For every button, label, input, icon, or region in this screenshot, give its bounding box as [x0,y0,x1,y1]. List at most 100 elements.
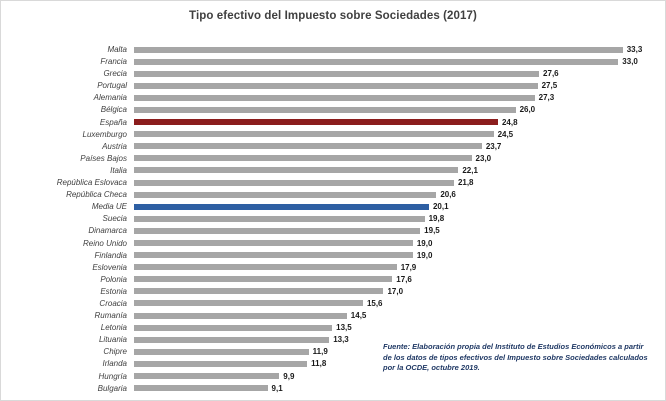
bar [134,58,619,65]
bar-row: Bélgica 26,0 [7,104,655,115]
value-label: 27,5 [541,81,558,91]
value-label: 20,6 [440,190,456,200]
bar-track: 14,5 [134,310,655,321]
value-label: 13,3 [333,335,349,345]
bar-row: Eslovenia 17,9 [7,262,655,273]
bar-row: Irlanda 11,8 [7,358,655,369]
category-label: Eslovenia [92,262,127,272]
value-label: 19,0 [416,250,433,260]
source-note: Fuente: Elaboración propia del Instituto… [383,342,648,372]
bar-track: 9,1 [134,383,655,394]
value-label: 20,1 [432,202,449,212]
bar-track: 27,3 [134,92,655,103]
value-label: 33,3 [626,45,643,54]
bar-track: 19,8 [134,213,655,224]
bar [134,191,437,198]
bar-track: 27,5 [134,80,655,91]
category-label: Países Bajos [80,153,127,163]
bar-track: 19,5 [134,225,655,236]
bar [134,131,494,138]
bar-track: 20,6 [134,189,655,200]
bar-row: Bulgaria 9,1 [7,383,655,394]
value-label: 27,3 [538,93,555,103]
category-label: Dinamarca [88,226,127,236]
category-label: Croacia [99,298,127,308]
bar-row: Polonia 17,6 [7,274,655,285]
bar [134,240,413,246]
bar [134,288,384,295]
bar-row: España 24,8 [7,117,655,128]
bar-track: 23,0 [134,153,655,164]
bar-track: 22,1 [134,165,655,176]
category-label: Italia [110,165,127,175]
bar-track: 17,0 [134,286,655,297]
value-label: 19,5 [424,226,440,236]
bar [134,70,540,77]
bar [134,215,425,222]
bar [134,385,268,392]
value-label: 26,0 [519,105,536,115]
bar-row: Estonia 17,0 [7,286,655,297]
bar-row: Media UE 20,1 [7,201,655,212]
bar-track: 9,9 [134,371,655,382]
bar-row: Letonia 13,5 [7,322,655,333]
value-label: 17,6 [396,274,412,284]
bar-track: 19,0 [134,250,655,261]
bar-row: República Eslovaca 21,8 [7,177,655,188]
bar-row: Francia 33,0 [7,56,655,67]
bar [134,203,429,210]
bar-chart: Malta 33,3 Francia 33,0 Grecia 27,6 Portugal 27… [7,44,655,394]
bar [134,360,308,367]
category-label: Letonia [100,323,127,333]
bar [134,264,397,271]
category-label: Estonia [100,286,127,296]
value-label: 17,9 [400,262,417,272]
value-label: 9,1 [271,383,283,393]
bar-row: Países Bajos 23,0 [7,153,655,164]
bar-track: 27,6 [134,68,655,79]
bar [134,143,482,150]
bar-row: Grecia 27,6 [7,68,655,79]
bar-track: 19,0 [134,238,655,249]
bar-row: Hungría 9,9 [7,371,655,382]
bar-track: 21,8 [134,177,655,188]
bar-row: Dinamarca 19,5 [7,225,655,236]
category-label: Reino Unido [82,238,127,248]
bar-track: 23,7 [134,141,655,152]
category-label: Chipre [103,347,127,357]
category-label: República Checa [66,190,127,200]
bar-track: 11,8 [134,358,655,369]
category-label: Suecia [102,214,127,224]
bar [134,94,535,101]
bar [134,312,347,319]
bar-row: Malta 33,3 [7,44,655,55]
value-label: 19,0 [416,238,433,248]
bar-row: Reino Unido 19,0 [7,238,655,249]
bar-track: 17,9 [134,262,655,273]
value-label: 11,9 [312,347,328,357]
bar [134,276,393,283]
category-label: España [99,117,127,127]
bar-row: Italia 22,1 [7,165,655,176]
bar [134,373,280,380]
value-label: 21,8 [457,178,474,188]
category-label: Alemania [93,93,127,103]
category-label: Bulgaria [97,383,127,393]
value-label: 13,5 [336,323,352,333]
category-label: Rumanía [94,311,127,321]
bar [134,155,472,162]
category-label: República Eslovaca [56,178,127,188]
value-label: 23,7 [485,141,502,151]
category-label: Malta [107,45,127,54]
bar-track: 33,3 [134,44,655,55]
value-label: 17,0 [387,286,404,296]
bar-row: Austria 23,7 [7,141,655,152]
bar [134,179,454,186]
bar-row: Portugal 27,5 [7,80,655,91]
value-label: 24,5 [497,129,514,139]
bar-track: 33,0 [134,56,655,67]
bar [134,227,421,234]
category-label: Grecia [103,69,127,79]
bar-track: 17,6 [134,274,655,285]
